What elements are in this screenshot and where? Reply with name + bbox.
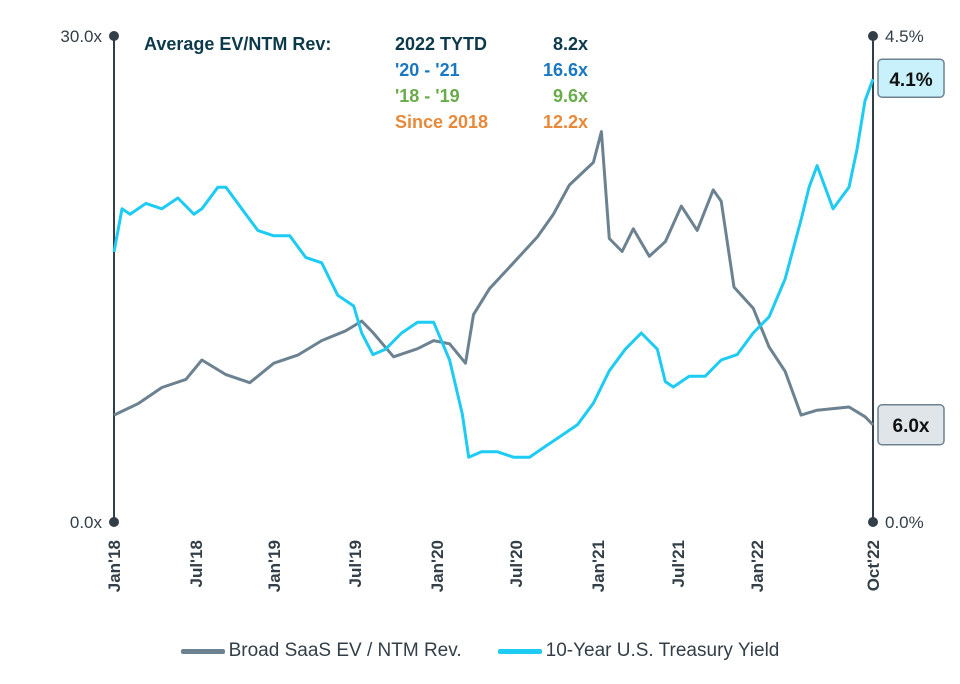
- annotation-row-value: 9.6x: [553, 86, 588, 106]
- saas-series-line: [113, 130, 875, 426]
- yield-end-label: 4.1%: [889, 70, 932, 91]
- annotation-row-value: 12.2x: [543, 112, 588, 132]
- right-axis-tick-top: 4.5%: [885, 27, 924, 46]
- right-axis-top-dot: [868, 31, 878, 41]
- saas-end-label: 6.0x: [893, 416, 930, 437]
- left-axis-tick-top: 30.0x: [60, 27, 102, 46]
- x-tick-label: Jan'21: [589, 540, 608, 592]
- series-lines: [112, 78, 875, 459]
- x-tick-label: Jul'21: [669, 540, 688, 588]
- left-axis-top-dot: [109, 31, 119, 41]
- annotation-row-label: Since 2018: [395, 112, 488, 132]
- annotation-row-label: 2022 TYTD: [395, 34, 487, 54]
- left-axis-tick-bottom: 0.0x: [70, 513, 103, 532]
- legend-swatch-saas: [180, 648, 225, 654]
- annotation-row-label: '18 - '19: [395, 86, 460, 106]
- yield-end-label-box: [877, 58, 945, 98]
- axes-group: 30.0x 0.0x 4.5% 0.0% Jan'18 Jul'18 Jan'19 Jul'1…: [60, 27, 923, 592]
- x-tick-label: Jul'18: [187, 540, 206, 588]
- x-tick-label: Jul'20: [507, 540, 526, 588]
- legend-item-saas: Broad SaaS EV / NTM Rev.: [180, 640, 462, 662]
- x-tick-label: Oct'22: [864, 540, 883, 591]
- legend-label-saas: Broad SaaS EV / NTM Rev.: [228, 640, 462, 661]
- yield-series-line: [112, 78, 875, 459]
- legend-item-yield: 10-Year U.S. Treasury Yield: [497, 640, 780, 662]
- x-tick-label: Jan'19: [265, 540, 284, 592]
- left-axis-bottom-dot: [109, 517, 119, 527]
- x-tick-label: Jan'22: [748, 540, 767, 592]
- legend: Broad SaaS EV / NTM Rev. 10-Year U.S. Tr…: [0, 640, 960, 662]
- right-axis-tick-bottom: 0.0%: [885, 513, 924, 532]
- annotation-header: Average EV/NTM Rev:: [144, 34, 331, 54]
- annotation-row-value: 16.6x: [543, 60, 588, 80]
- end-labels: 4.1% 6.0x: [877, 58, 945, 446]
- legend-swatch-yield: [497, 648, 542, 654]
- average-annotation: Average EV/NTM Rev: 2022 TYTD 8.2x '20 - '2…: [144, 34, 588, 132]
- saas-end-label-box: [877, 404, 945, 446]
- right-axis-bottom-dot: [868, 517, 878, 527]
- x-tick-label: Jan'20: [428, 540, 447, 592]
- annotation-row-label: '20 - '21: [395, 60, 460, 80]
- annotation-row-value: 8.2x: [553, 34, 588, 54]
- x-tick-label: Jul'19: [346, 540, 365, 588]
- x-tick-label: Jan'18: [105, 540, 124, 592]
- legend-label-yield: 10-Year U.S. Treasury Yield: [545, 640, 780, 661]
